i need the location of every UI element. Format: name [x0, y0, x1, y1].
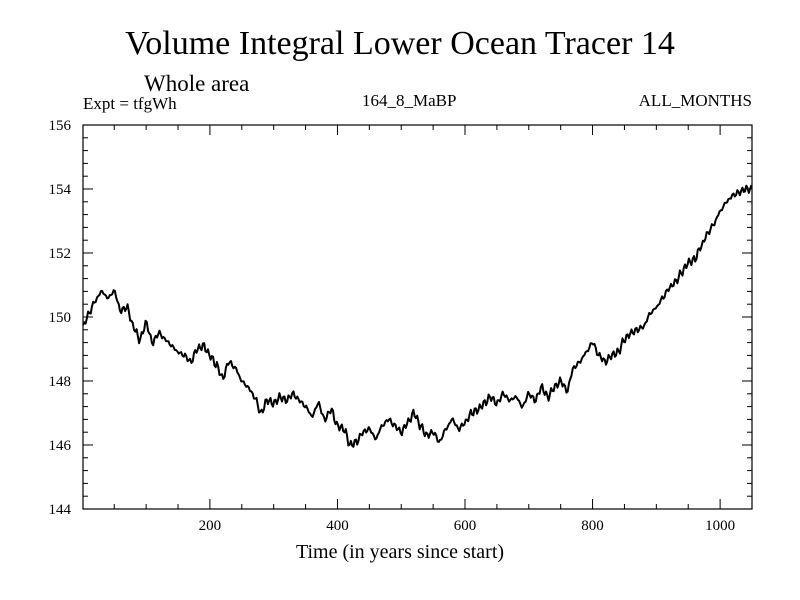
chart-subtitle: Whole area [144, 71, 250, 96]
x-axis-label: Time (in years since start) [295, 541, 505, 563]
months-label: ALL_MONTHS [638, 91, 752, 110]
y-tick-label: 154 [49, 182, 72, 198]
y-tick-label: 152 [49, 246, 72, 262]
y-tick-label: 150 [49, 310, 72, 326]
axis-tick-labels: 200 400 600 800 1000 144 146 148 150 152 154 156 [49, 118, 736, 534]
x-tick-label: 800 [581, 518, 604, 534]
x-tick-label: 400 [326, 518, 349, 534]
y-tick-label: 148 [49, 374, 72, 390]
y-tick-label: 144 [49, 502, 72, 518]
x-tick-label: 200 [199, 518, 222, 534]
x-tick-label: 600 [454, 518, 477, 534]
experiment-label: Expt = tfgWh [83, 94, 177, 113]
series-line [82, 184, 753, 448]
y-tick-label: 156 [49, 118, 72, 134]
axis-ticks [83, 124, 752, 510]
chart-title: Volume Integral Lower Ocean Tracer 14 [125, 25, 675, 62]
period-label: 164_8_MaBP [362, 91, 457, 110]
x-tick-label: 1000 [705, 518, 735, 534]
plot-frame [82, 124, 753, 510]
y-tick-label: 146 [49, 438, 72, 454]
